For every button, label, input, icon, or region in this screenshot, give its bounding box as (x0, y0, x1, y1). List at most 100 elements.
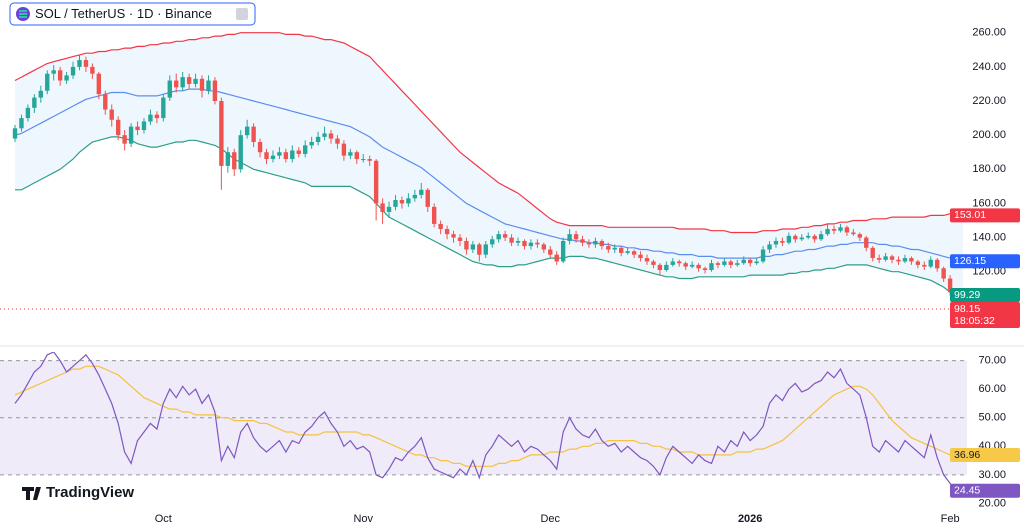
candle-body (728, 261, 734, 265)
candle-body (354, 152, 359, 160)
candle-body (599, 240, 605, 247)
candle-body (619, 247, 624, 253)
candle-body (457, 237, 463, 241)
candle-body (535, 242, 540, 245)
candle-body (45, 73, 50, 91)
y-tick-label: 160.00 (972, 197, 1006, 209)
candle-body (225, 152, 231, 166)
price-badge-value: 153.01 (954, 209, 986, 221)
candle-body (283, 152, 289, 160)
candle-body (296, 150, 301, 154)
candle-body (709, 263, 714, 271)
candle-body (638, 254, 643, 259)
symbol-options[interactable] (236, 8, 248, 20)
candle-body (799, 237, 804, 240)
candle-body (470, 244, 476, 250)
band-line (14, 88, 964, 262)
candle-body (793, 235, 798, 240)
candle-body (367, 159, 372, 161)
y-tick-label: 30.00 (978, 469, 1006, 481)
candle-body (115, 119, 121, 136)
candle-body (12, 128, 18, 139)
candle-body (161, 97, 166, 119)
candle-body (857, 234, 863, 238)
rsi-line (14, 352, 964, 492)
candle-body (696, 264, 701, 269)
candle-body (270, 155, 276, 160)
x-tick-label: Oct (155, 513, 172, 525)
candle-body (935, 259, 940, 269)
y-tick-label: 20.00 (978, 497, 1006, 509)
candle-body (180, 77, 185, 88)
candle-body (399, 200, 405, 204)
candle-body (870, 247, 875, 259)
candle-body (141, 121, 147, 131)
candle-body (451, 234, 456, 238)
candle-body (277, 152, 282, 156)
candle-body (406, 198, 411, 204)
candle-body (606, 246, 611, 250)
candle-body (251, 126, 256, 142)
candle-body (57, 70, 63, 81)
candle-body (122, 135, 127, 144)
y-tick-label: 260.00 (972, 27, 1006, 39)
candle-body (167, 80, 172, 98)
candle-body (825, 229, 830, 235)
logo-icon (22, 487, 41, 500)
y-tick-label: 180.00 (972, 163, 1006, 175)
candle-body (483, 244, 488, 255)
candle-body (838, 227, 843, 231)
candle-body (683, 263, 688, 267)
candle-body (290, 150, 295, 160)
candle-body (96, 73, 102, 95)
candle-body (19, 118, 24, 129)
candle-body (148, 114, 153, 122)
x-tick-label: 2026 (738, 513, 762, 525)
candle-body (361, 159, 366, 161)
symbol-box[interactable] (9, 2, 256, 26)
candle-body (864, 237, 869, 248)
candle-body (135, 126, 140, 131)
band-line (14, 32, 964, 234)
candle-body (735, 263, 740, 265)
candle-body (702, 268, 708, 271)
candle-body (818, 234, 824, 240)
candle-body (754, 261, 759, 264)
y-tick-label: 70.00 (978, 354, 1006, 366)
candle-body (419, 189, 424, 195)
candle-body (767, 244, 772, 250)
y-tick-label: 200.00 (972, 129, 1006, 141)
candle-body (128, 126, 134, 144)
price-badge (950, 483, 1020, 498)
candle-body (386, 206, 392, 212)
candle-body (689, 264, 695, 267)
candle-body (922, 264, 927, 267)
candle-body (109, 109, 114, 120)
candle-body (232, 152, 237, 170)
candle-body (915, 261, 921, 265)
y-tick-label: 240.00 (972, 61, 1006, 73)
candle-body (773, 240, 779, 245)
candle-body (928, 259, 933, 267)
candle-body (238, 135, 243, 170)
candle-body (490, 239, 495, 245)
candle-body (328, 133, 334, 139)
candle-body (315, 136, 321, 142)
price-badge-countdown: 18:05:32 (954, 315, 995, 327)
candle-body (844, 227, 850, 233)
plot-area (0, 32, 967, 311)
candle-body (677, 261, 682, 264)
candle-body (876, 258, 882, 260)
candle-body (206, 80, 211, 91)
candle-body (477, 244, 482, 255)
candle-body (32, 97, 37, 108)
x-tick-label: Feb (941, 513, 960, 525)
price-badge (950, 208, 1020, 223)
candle-body (851, 232, 856, 235)
candle-body (502, 234, 508, 238)
candle-body (651, 261, 656, 265)
candle-body (747, 259, 753, 264)
price-badge (950, 288, 1020, 303)
candle-body (70, 66, 76, 76)
